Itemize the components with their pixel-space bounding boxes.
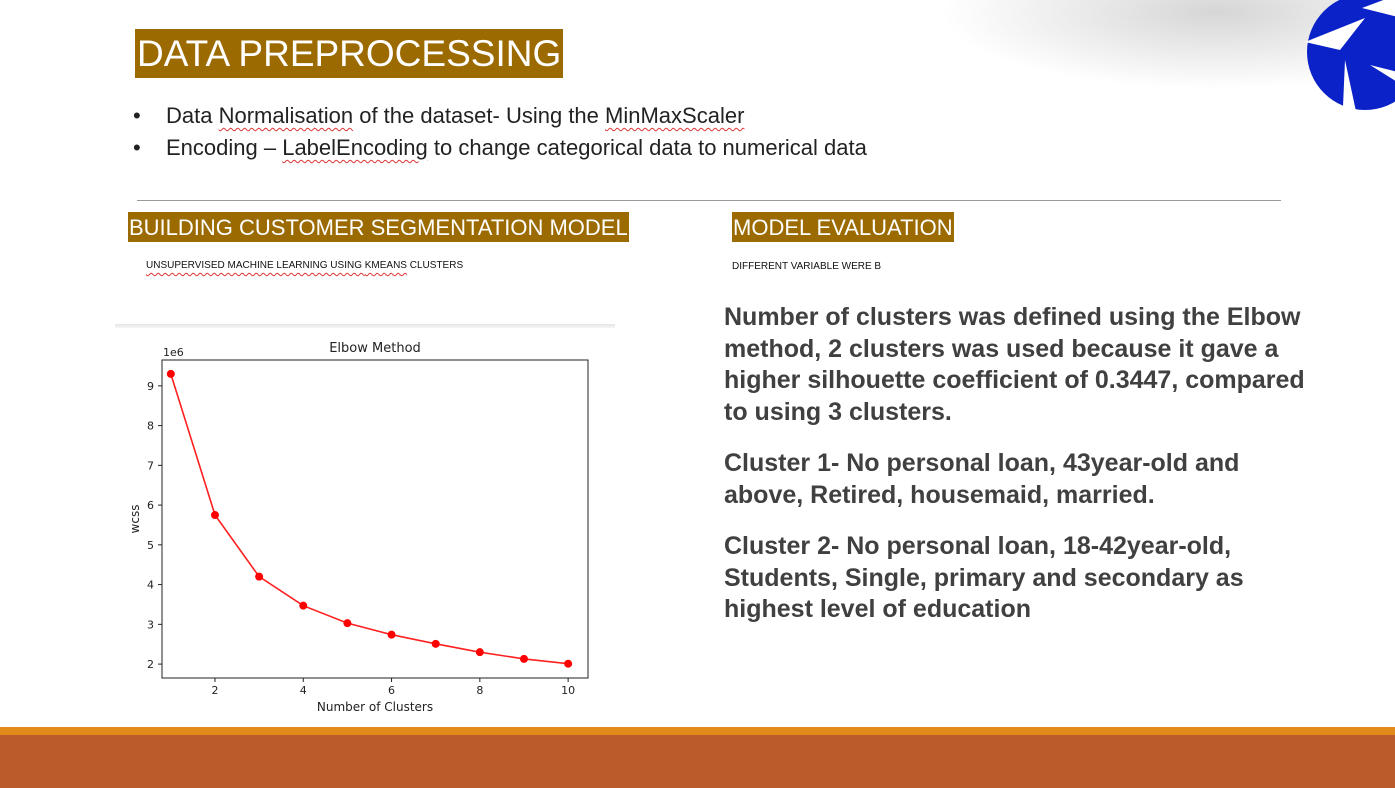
y-ticks: 2 3 4 5 6 7 8 9 — [147, 380, 162, 671]
chart-title: Elbow Method — [329, 341, 421, 356]
y-tick-label: 2 — [147, 658, 154, 671]
evaluation-text: Number of clusters was defined using the… — [724, 302, 1324, 646]
logo-blade-3 — [1342, 60, 1360, 130]
chart-image-edge — [115, 324, 615, 328]
y-tick-label: 5 — [147, 539, 154, 552]
data-point — [166, 369, 175, 378]
unsupervised-subtitle: UNSUPERVISED MACHINE LEARNING USING KMEA… — [146, 260, 464, 271]
x-tick-label: 8 — [476, 684, 483, 697]
y-axis-label: wcss — [128, 505, 142, 534]
y-tick-label: 7 — [147, 459, 154, 472]
bullet-encoding: Encoding – LabelEncoding to change categ… — [133, 132, 867, 164]
data-point — [519, 654, 528, 663]
elbow-paragraph: Number of clusters was defined using the… — [724, 303, 1305, 426]
elbow-chart: Elbow Method 1e6 2 4 6 8 10 2 3 4 5 6 7 8 9 Number … — [128, 341, 589, 714]
y-tick-label: 4 — [147, 579, 154, 592]
x-tick-label: 10 — [561, 684, 575, 697]
x-tick-label: 4 — [300, 684, 307, 697]
x-axis-label: Number of Clusters — [317, 700, 433, 714]
y-tick-label: 8 — [147, 420, 154, 433]
logo-blade-1 — [1305, 18, 1365, 50]
cluster-2-paragraph: Cluster 2- No personal loan, 18-42year-o… — [724, 532, 1244, 623]
logo-blade-2 — [1362, 0, 1395, 17]
cluster-1-paragraph: Cluster 1- No personal loan, 43year-old … — [724, 449, 1240, 509]
bullet-normalisation: Data Normalisation of the dataset- Using… — [133, 100, 867, 132]
data-point — [431, 639, 440, 648]
plot-frame — [161, 359, 589, 679]
page-title: DATA PREPROCESSING — [135, 29, 564, 78]
y-scale-label: 1e6 — [163, 346, 184, 359]
series-line — [170, 373, 569, 665]
preprocessing-bullets: Data Normalisation of the dataset- Using… — [133, 100, 867, 164]
data-point — [255, 572, 264, 581]
series-points — [166, 369, 573, 668]
accent-stripe — [0, 727, 1395, 735]
data-point — [299, 601, 308, 610]
bottom-band — [0, 735, 1395, 788]
building-model-title: BUILDING CUSTOMER SEGMENTATION MODEL — [128, 212, 629, 242]
logo-blade-4 — [1370, 65, 1395, 81]
x-tick-label: 6 — [388, 684, 395, 697]
y-tick-label: 6 — [147, 499, 154, 512]
x-tick-label: 2 — [211, 684, 218, 697]
y-tick-label: 3 — [147, 618, 154, 631]
aperture-logo-icon — [1305, 0, 1395, 130]
y-tick-label: 9 — [147, 380, 154, 393]
data-point — [564, 659, 573, 668]
data-point — [475, 648, 484, 657]
model-evaluation-title: MODEL EVALUATION — [732, 212, 954, 242]
evaluation-subtitle: DIFFERENT VARIABLE WERE B — [732, 261, 882, 272]
logo-circle — [1307, 0, 1395, 110]
data-point — [210, 511, 219, 520]
data-point — [343, 619, 352, 628]
x-ticks: 2 4 6 8 10 — [211, 678, 575, 697]
section-divider — [137, 200, 1281, 201]
data-point — [387, 630, 396, 639]
